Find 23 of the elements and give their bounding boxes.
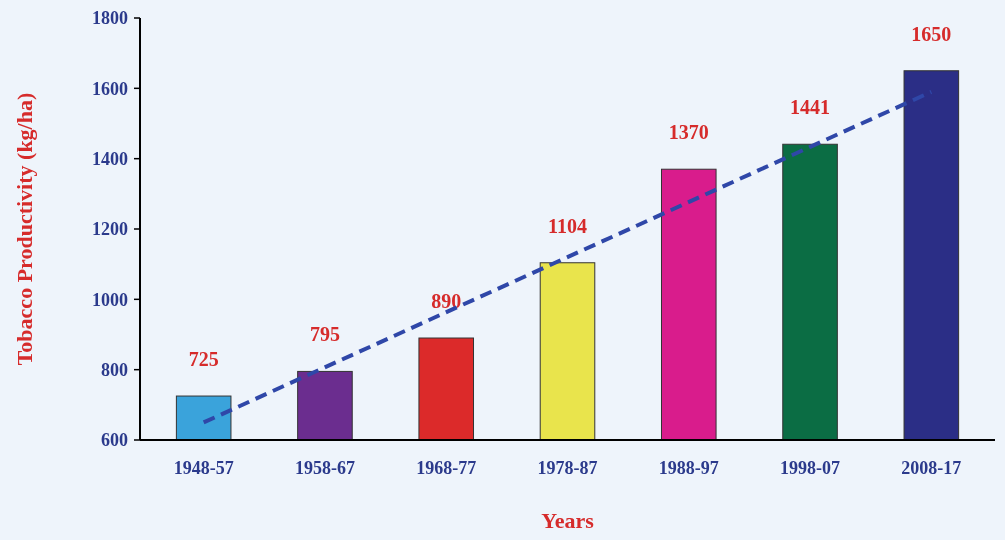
x-tick-label: 2008-17: [901, 458, 962, 478]
data-label: 890: [431, 290, 462, 313]
data-label: 1370: [668, 121, 709, 144]
x-tick-label: 1948-57: [173, 458, 234, 478]
data-label: 1104: [548, 214, 587, 237]
data-label: 1650: [911, 22, 952, 45]
y-tick-label: 1000: [92, 289, 128, 310]
x-axis-title: Years: [541, 508, 595, 533]
x-tick-label: 1978-87: [537, 458, 598, 478]
x-tick-label: 1988-97: [658, 458, 719, 478]
data-label: 1441: [790, 96, 831, 119]
y-tick-label: 1800: [92, 8, 128, 29]
y-tick-label: 600: [101, 430, 128, 451]
y-tick-label: 1600: [92, 78, 128, 99]
x-tick-label: 1958-67: [294, 458, 355, 478]
y-tick-label: 1200: [92, 219, 128, 240]
x-tick-label: 1998-07: [780, 458, 841, 478]
x-tick-label: 1968-77: [416, 458, 477, 478]
y-tick-label: 1400: [92, 148, 128, 169]
y-axis-title: Tobacco Productivity (kg/ha): [12, 92, 37, 366]
y-tick-label: 800: [101, 359, 128, 380]
data-label: 725: [188, 348, 219, 371]
data-label: 795: [309, 323, 340, 346]
